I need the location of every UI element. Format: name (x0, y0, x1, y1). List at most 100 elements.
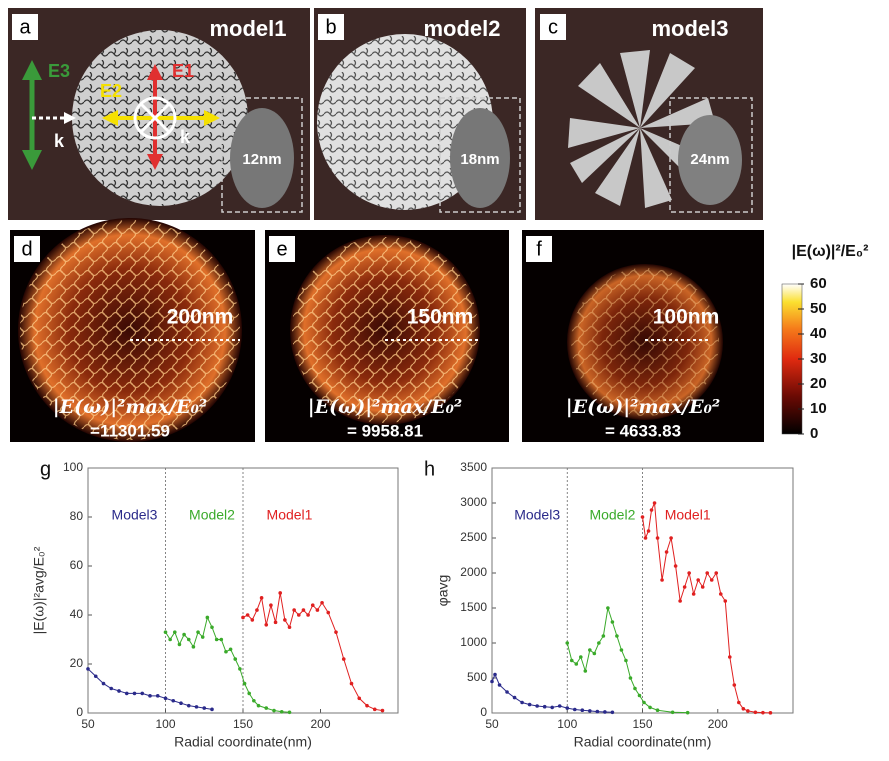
panel-a: a model1 E3 E1 E2 k k 12nm (8, 8, 310, 220)
data-point (682, 585, 687, 589)
data-point (642, 700, 646, 705)
data-point (700, 585, 705, 589)
data-point (718, 592, 723, 596)
colorbar-tick-label: 60 (810, 275, 827, 292)
data-point (259, 596, 264, 600)
data-point (640, 515, 645, 519)
panel-label: f (536, 238, 542, 260)
data-point (214, 637, 219, 642)
data-point (287, 625, 292, 630)
y-tick-label: 0 (480, 705, 487, 719)
data-point (256, 703, 261, 708)
data-point (241, 615, 245, 620)
data-point (326, 610, 331, 615)
data-point (603, 710, 607, 714)
data-point (737, 700, 741, 705)
data-point (155, 694, 160, 698)
data-point (140, 691, 145, 696)
x-tick-label: 50 (485, 717, 499, 731)
colorbar-tick-label: 20 (810, 375, 827, 392)
data-point (723, 599, 728, 603)
data-point (615, 634, 619, 638)
data-point (588, 648, 592, 652)
data-point (186, 703, 191, 708)
data-point (660, 578, 664, 582)
y-tick-label: 2500 (460, 530, 487, 544)
x-tick-label: 50 (81, 717, 95, 731)
x-axis-label: Radial coordinate(nm) (574, 734, 712, 750)
panel-label: b (325, 16, 336, 38)
data-point (753, 710, 758, 715)
x-tick-label: 200 (708, 717, 728, 731)
data-point (669, 536, 673, 540)
data-point (652, 501, 657, 505)
enhancement-value: = 4633.83 (605, 421, 681, 440)
data-point (709, 578, 714, 582)
y-axis-label: φavg (435, 575, 451, 607)
series-line (242, 592, 383, 712)
data-point (655, 536, 660, 540)
y-tick-label: 100 (63, 460, 83, 474)
data-point (685, 710, 690, 715)
data-point (535, 704, 539, 708)
colorbar-tick-label: 0 (810, 425, 818, 442)
data-point (687, 571, 691, 575)
data-point (228, 647, 233, 652)
wavevector-label: k (54, 131, 65, 151)
data-point (732, 683, 737, 687)
data-point (194, 705, 199, 709)
panel-label: d (21, 238, 32, 260)
formula: |E(ω)|²max/E₀² (566, 396, 721, 418)
series-line (566, 607, 688, 714)
data-point (365, 703, 369, 708)
y-tick-label: 40 (70, 607, 84, 621)
series-label: Model2 (589, 507, 635, 523)
data-point (101, 681, 106, 686)
data-point (278, 591, 283, 595)
panel-label: e (276, 238, 287, 260)
panel-label: c (548, 16, 558, 38)
data-point (186, 637, 191, 642)
y-tick-label: 20 (70, 656, 84, 670)
series-label: Model1 (267, 507, 313, 523)
data-point (670, 710, 675, 715)
data-point (341, 657, 346, 661)
data-point (646, 529, 651, 533)
data-point (196, 630, 200, 634)
data-point (171, 698, 176, 703)
series-label: Model2 (189, 507, 235, 523)
y-tick-label: 1500 (460, 600, 487, 614)
data-point (210, 625, 214, 630)
data-point (132, 691, 137, 696)
data-point (279, 709, 284, 714)
y-tick-label: 80 (70, 509, 84, 523)
plot-frame (87, 467, 399, 714)
panel-b: b model2 18nm (314, 8, 526, 220)
data-point (643, 536, 648, 540)
y-tick-label: 60 (70, 558, 84, 572)
series-line (87, 668, 213, 710)
inset-scale: 18nm (460, 151, 499, 168)
data-point (592, 651, 597, 656)
data-point (179, 701, 183, 705)
data-point (490, 679, 494, 684)
panel-label: h (424, 458, 435, 480)
x-tick-label: 150 (632, 717, 652, 731)
plot-frame (491, 467, 794, 714)
data-point (245, 613, 250, 617)
data-point (334, 630, 338, 634)
data-point (163, 696, 168, 701)
data-point (520, 700, 524, 705)
y-tick-label: 2000 (460, 565, 487, 579)
panel-title: model2 (423, 16, 500, 41)
field-label: E3 (48, 61, 70, 81)
data-point (287, 710, 292, 715)
data-point (574, 662, 579, 666)
colorbar-tick-label: 10 (810, 400, 827, 417)
colorbar-tick-label: 50 (810, 300, 827, 317)
data-point (168, 637, 172, 642)
panel-title: model1 (209, 16, 286, 41)
data-point (177, 642, 182, 647)
data-point (357, 696, 362, 701)
data-point (349, 681, 354, 686)
